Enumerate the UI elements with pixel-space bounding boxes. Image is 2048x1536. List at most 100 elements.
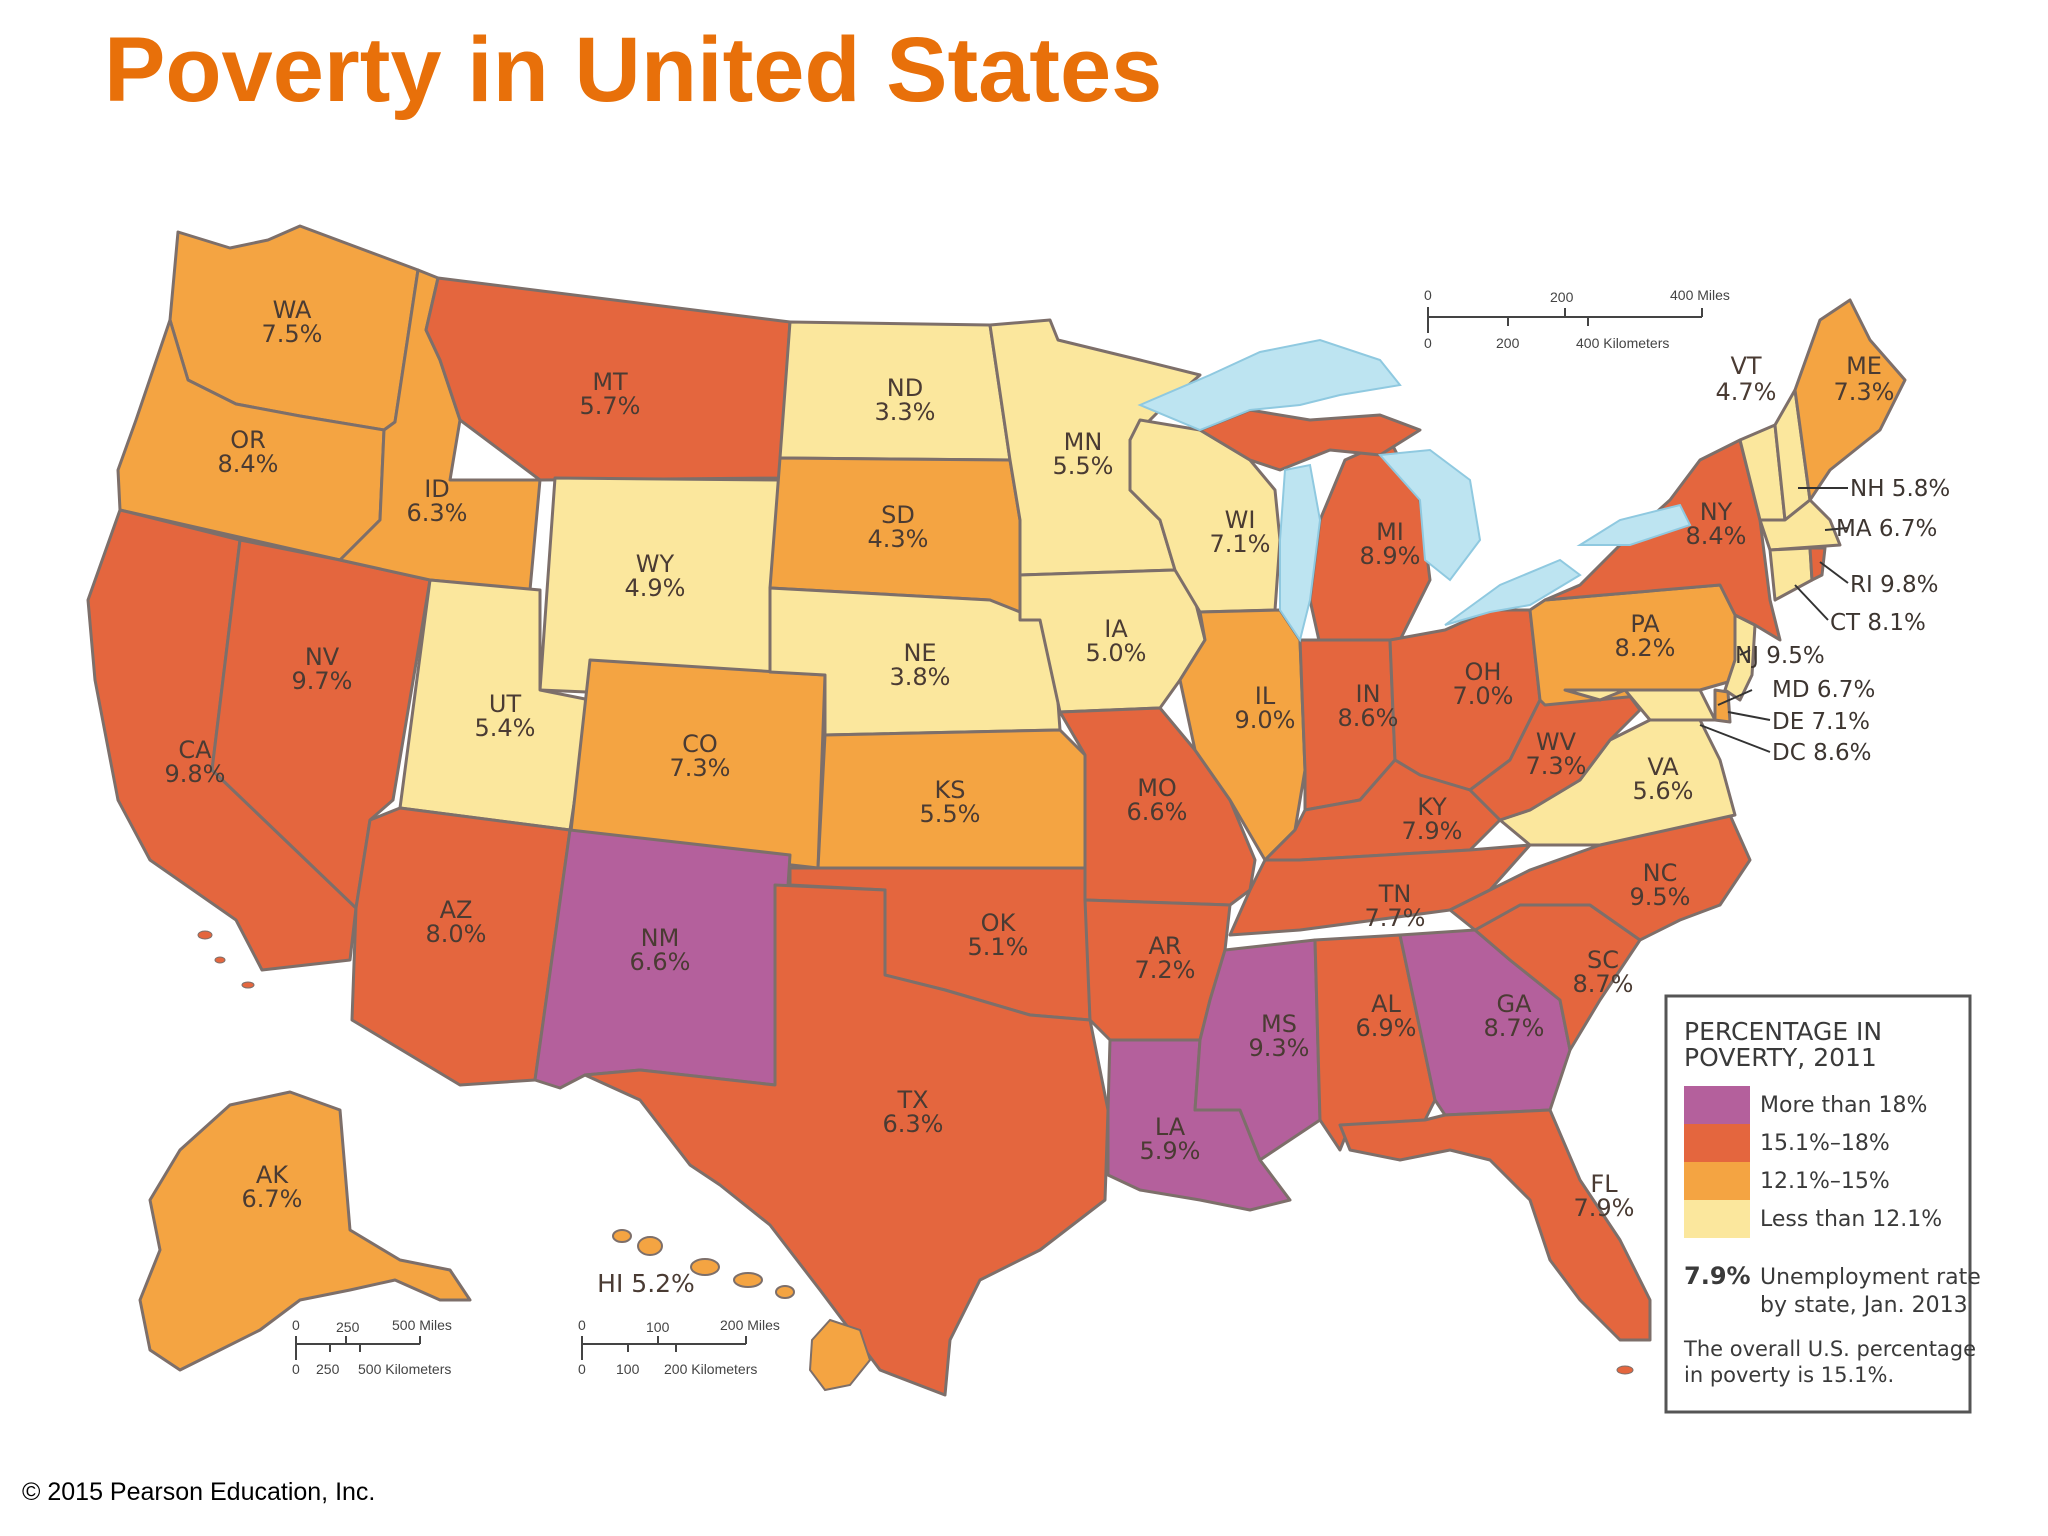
callout-ct: CT 8.1% [1830, 610, 1926, 636]
svg-text:200 Kilometers: 200 Kilometers [664, 1361, 757, 1377]
svg-text:100: 100 [616, 1361, 640, 1377]
svg-text:400 Kilometers: 400 Kilometers [1576, 335, 1669, 351]
label-mt-abbr: MT [592, 368, 628, 396]
label-wa-rate: 7.5% [262, 320, 323, 348]
legend-note-line1: The overall U.S. percentage [1683, 1337, 1976, 1361]
offshore-islands [197, 930, 1634, 1375]
label-sc-rate: 8.7% [1573, 970, 1634, 998]
legend-label-15-18: 15.1%–18% [1760, 1131, 1890, 1156]
svg-text:500 Miles: 500 Miles [392, 1317, 452, 1333]
label-oh-abbr: OH [1465, 658, 1502, 686]
label-az-abbr: AZ [440, 896, 473, 924]
state-md[interactable] [1563, 688, 1717, 722]
label-ia-rate: 5.0% [1086, 639, 1147, 667]
label-mt-rate: 5.7% [580, 392, 641, 420]
label-co-abbr: CO [682, 730, 718, 758]
label-mo-rate: 6.6% [1127, 798, 1188, 826]
svg-text:0: 0 [292, 1361, 300, 1377]
state-mi-upper[interactable] [1198, 408, 1422, 472]
state-mo[interactable] [1058, 706, 1257, 907]
label-or-abbr: OR [230, 426, 266, 454]
label-ks-rate: 5.5% [920, 800, 981, 828]
label-ms-rate: 9.3% [1249, 1034, 1310, 1062]
state-de[interactable] [1713, 688, 1732, 724]
label-ca-rate: 9.8% [165, 760, 226, 788]
svg-text:0: 0 [1424, 335, 1432, 351]
label-az-rate: 8.0% [426, 920, 487, 948]
label-va-rate: 5.6% [1633, 777, 1694, 805]
state-tx[interactable] [583, 883, 1110, 1397]
label-la-rate: 5.9% [1140, 1137, 1201, 1165]
state-me[interactable] [1793, 298, 1907, 502]
state-ri[interactable] [1808, 546, 1827, 582]
label-ak-rate: 6.7% [242, 1185, 303, 1213]
label-ak-abbr: AK [256, 1161, 289, 1189]
label-ky-abbr: KY [1417, 793, 1447, 821]
label-ny-rate: 8.4% [1686, 522, 1747, 550]
label-ca-abbr: CA [178, 736, 212, 764]
label-al-abbr: AL [1371, 990, 1401, 1018]
water-bodies [1137, 338, 1692, 643]
svg-text:0: 0 [292, 1317, 300, 1333]
state-ak[interactable] [138, 1090, 472, 1372]
lake-erie [1444, 558, 1582, 626]
state-labels: WA 7.5% OR 8.4% CA 9.8% NV 9.7% ID 6.3% … [165, 296, 1895, 1298]
legend-label-less-than-12: Less than 12.1% [1760, 1207, 1942, 1232]
scale-bar-hawaii: 0 100 200 Miles 0 100 200 Kilometers [578, 1317, 780, 1377]
northeast-callouts: NH 5.8% MA 6.7% RI 9.8% CT 8.1% NJ 9.5% … [1699, 476, 1950, 766]
callout-de: DE 7.1% [1772, 709, 1870, 735]
label-ga-abbr: GA [1496, 990, 1532, 1018]
svg-text:0: 0 [578, 1361, 586, 1377]
legend-title-line1: PERCENTAGE IN [1684, 1017, 1882, 1046]
state-ct[interactable] [1768, 546, 1814, 602]
svg-text:200: 200 [1496, 335, 1520, 351]
legend-label-more-than-18: More than 18% [1760, 1093, 1927, 1118]
label-wv-rate: 7.3% [1526, 752, 1587, 780]
label-al-rate: 6.9% [1356, 1014, 1417, 1042]
label-pa-abbr: PA [1630, 610, 1660, 638]
svg-text:0: 0 [578, 1317, 586, 1333]
svg-text:0: 0 [1424, 287, 1432, 303]
label-in-rate: 8.6% [1338, 704, 1399, 732]
label-nm-rate: 6.6% [630, 948, 691, 976]
label-wy-abbr: WY [636, 550, 675, 578]
svg-text:200: 200 [1550, 289, 1574, 305]
label-id-rate: 6.3% [407, 499, 468, 527]
label-mi-rate: 8.9% [1360, 542, 1421, 570]
label-mn-rate: 5.5% [1053, 452, 1114, 480]
legend-label-12-15: 12.1%–15% [1760, 1169, 1890, 1194]
label-il-rate: 9.0% [1235, 706, 1296, 734]
label-ar-abbr: AR [1148, 932, 1181, 960]
svg-text:500 Kilometers: 500 Kilometers [358, 1361, 451, 1377]
legend-swatch-15-18 [1684, 1124, 1750, 1162]
label-sd-abbr: SD [881, 501, 915, 529]
label-tx-rate: 6.3% [883, 1110, 944, 1138]
label-fl-abbr: FL [1590, 1170, 1618, 1198]
label-me-rate: 7.3% [1834, 378, 1895, 406]
svg-text:250: 250 [316, 1361, 340, 1377]
callout-md: MD 6.7% [1772, 677, 1875, 703]
label-vt-rate: 4.7% [1716, 378, 1777, 406]
state-nc[interactable] [1448, 813, 1752, 942]
label-ne-rate: 3.8% [890, 663, 951, 691]
label-nv-rate: 9.7% [292, 667, 353, 695]
state-tn[interactable] [1228, 843, 1532, 937]
label-ut-rate: 5.4% [475, 714, 536, 742]
label-ny-abbr: NY [1700, 498, 1733, 526]
label-tn-abbr: TN [1378, 880, 1412, 908]
label-mi-abbr: MI [1376, 518, 1404, 546]
state-shapes [86, 224, 1907, 1397]
state-fl[interactable] [1338, 1108, 1652, 1342]
label-ok-rate: 5.1% [968, 933, 1029, 961]
callout-nj: NJ 9.5% [1735, 643, 1825, 669]
label-nd-abbr: ND [887, 374, 923, 402]
legend-swatch-12-15 [1684, 1162, 1750, 1200]
legend: PERCENTAGE IN POVERTY, 2011 More than 18… [1664, 994, 1981, 1414]
label-ga-rate: 8.7% [1484, 1014, 1545, 1042]
label-ok-abbr: OK [981, 909, 1017, 937]
label-mo-abbr: MO [1137, 774, 1177, 802]
label-in-abbr: IN [1355, 680, 1380, 708]
lake-huron [1377, 448, 1482, 582]
label-tx-abbr: TX [896, 1086, 928, 1114]
